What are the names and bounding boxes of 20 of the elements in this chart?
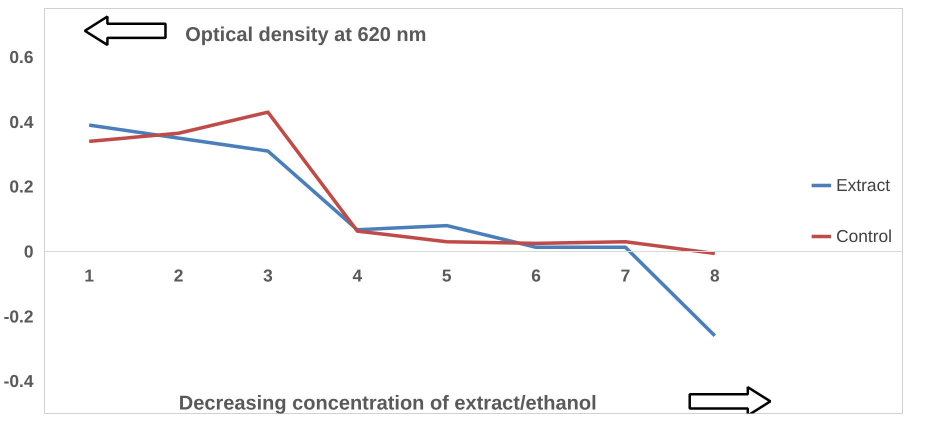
y-tick-label: -0.2 xyxy=(4,306,34,326)
x-tick-label: 4 xyxy=(352,266,362,286)
x-axis-title: Decreasing concentration of extract/ethanol xyxy=(178,392,597,414)
x-tick-label: 7 xyxy=(620,266,630,286)
legend-label: Control xyxy=(836,226,892,246)
y-tick-label: 0.4 xyxy=(9,112,34,132)
legend-label: Extract xyxy=(836,174,890,196)
y-tick-label: 0.6 xyxy=(9,47,34,68)
x-tick-label: 5 xyxy=(442,266,452,286)
y-tick-label: -0.4 xyxy=(4,371,34,392)
x-tick-label: 3 xyxy=(263,266,274,286)
x-tick-label: 2 xyxy=(174,266,184,286)
y-axis-title: Optical density at 620 nm xyxy=(185,24,426,46)
x-tick-label: 1 xyxy=(84,266,94,286)
line-series xyxy=(87,123,717,338)
line-series xyxy=(87,110,717,256)
x-tick-label: 8 xyxy=(710,266,720,286)
y-tick-label: 0 xyxy=(24,242,34,262)
y-tick-label: 0.2 xyxy=(9,176,34,197)
x-tick-label: 6 xyxy=(531,266,542,286)
